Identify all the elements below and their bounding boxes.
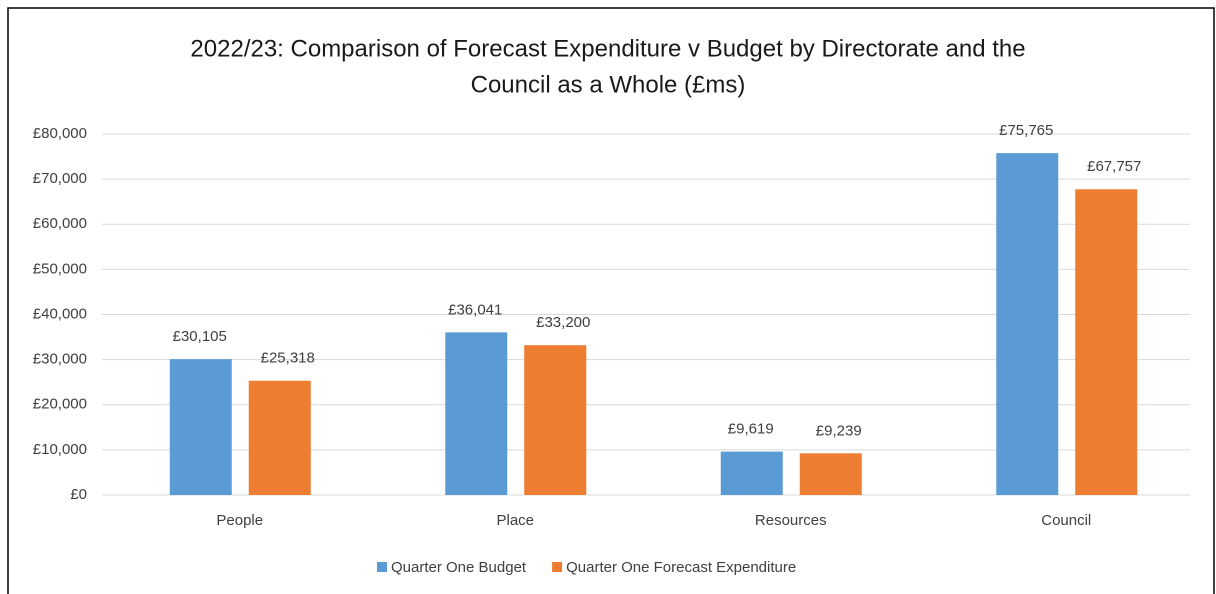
legend-label: Quarter One Budget (391, 559, 527, 576)
y-tick-label: £50,000 (33, 260, 87, 277)
x-tick-label: People (216, 512, 263, 529)
chart-title: 2022/23: Comparison of Forecast Expendit… (190, 35, 1025, 62)
y-tick-label: £60,000 (33, 215, 87, 232)
data-label: £75,765 (999, 122, 1053, 139)
bar (445, 332, 508, 495)
bar (524, 345, 587, 495)
y-tick-label: £30,000 (33, 351, 87, 368)
data-label: £67,757 (1087, 158, 1141, 175)
legend-label: Quarter One Forecast Expenditure (566, 559, 796, 576)
data-label: £33,200 (536, 314, 590, 331)
y-tick-label: £80,000 (33, 125, 87, 142)
data-label: £36,041 (448, 301, 502, 318)
legend-swatch (377, 562, 387, 572)
bar (248, 380, 311, 495)
bar (169, 359, 232, 495)
data-label: £9,239 (816, 422, 862, 439)
y-tick-label: £0 (70, 486, 87, 503)
data-label: £25,318 (261, 350, 315, 367)
y-tick-label: £20,000 (33, 396, 87, 413)
x-tick-label: Resources (755, 512, 827, 529)
data-label: £9,619 (728, 421, 774, 438)
x-tick-label: Place (496, 512, 534, 529)
bar (996, 153, 1059, 495)
bar (799, 453, 862, 495)
y-tick-label: £40,000 (33, 305, 87, 322)
data-label: £30,105 (173, 328, 227, 345)
y-tick-label: £70,000 (33, 170, 87, 187)
y-tick-label: £10,000 (33, 441, 87, 458)
chart-title: Council as a Whole (£ms) (471, 71, 746, 98)
legend-swatch (552, 562, 563, 572)
x-tick-label: Council (1041, 512, 1091, 529)
bar (1075, 189, 1138, 496)
bar (720, 451, 783, 495)
